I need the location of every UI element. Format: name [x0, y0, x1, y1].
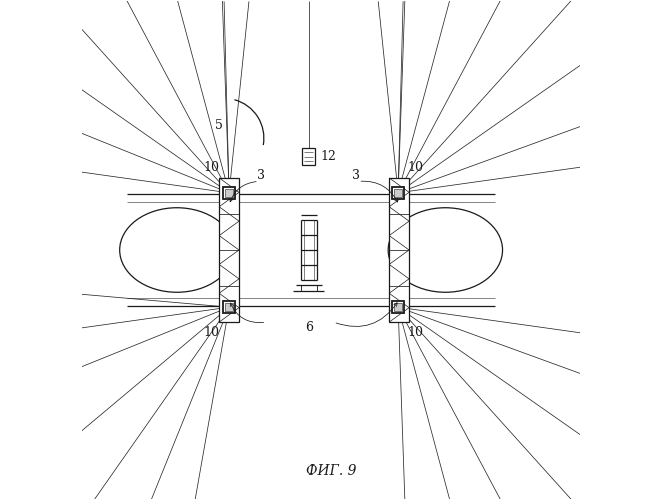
Bar [392, 186, 404, 199]
Ellipse shape [120, 208, 234, 292]
Text: ФИГ. 9: ФИГ. 9 [306, 464, 356, 478]
Text: 10: 10 [408, 326, 424, 338]
Text: 3: 3 [352, 169, 360, 182]
Bar [223, 186, 235, 199]
Bar [392, 301, 404, 314]
Bar [225, 188, 233, 197]
Text: 10: 10 [408, 162, 424, 174]
Ellipse shape [388, 208, 502, 292]
Text: 10: 10 [204, 326, 220, 338]
Bar [225, 303, 233, 312]
Text: 5: 5 [215, 119, 223, 132]
Text: 12: 12 [320, 150, 336, 164]
Bar [394, 188, 402, 197]
Text: 3: 3 [258, 169, 265, 182]
Text: 6: 6 [305, 320, 312, 334]
Bar [394, 303, 402, 312]
Bar [389, 178, 409, 322]
Text: 10: 10 [204, 162, 220, 174]
Bar [303, 148, 315, 166]
Bar [223, 301, 235, 314]
Text: 16: 16 [144, 238, 160, 252]
Bar [219, 178, 239, 322]
